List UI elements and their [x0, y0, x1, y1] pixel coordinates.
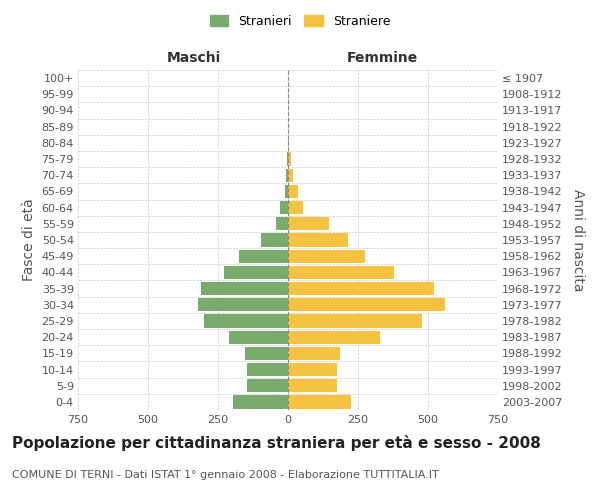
Bar	[201, 282, 288, 295]
Bar	[288, 185, 298, 198]
Bar	[288, 250, 365, 263]
Bar	[239, 250, 288, 263]
Bar	[284, 185, 288, 198]
Bar	[286, 168, 288, 182]
Bar	[288, 217, 329, 230]
Bar	[288, 396, 351, 408]
Bar	[199, 298, 288, 312]
Bar	[204, 314, 288, 328]
Bar	[287, 152, 288, 166]
Bar	[280, 201, 288, 214]
Bar	[288, 379, 337, 392]
Legend: Stranieri, Straniere: Stranieri, Straniere	[206, 11, 394, 32]
Bar	[288, 152, 291, 166]
Bar	[288, 330, 380, 344]
Bar	[288, 168, 293, 182]
Bar	[288, 136, 289, 149]
Bar	[288, 234, 348, 246]
Bar	[247, 379, 288, 392]
Bar	[288, 282, 434, 295]
Bar	[288, 266, 394, 279]
Text: Maschi: Maschi	[166, 51, 221, 65]
Bar	[233, 396, 288, 408]
Bar	[288, 201, 304, 214]
Bar	[288, 346, 340, 360]
Text: Femmine: Femmine	[347, 51, 418, 65]
Bar	[224, 266, 288, 279]
Bar	[262, 234, 288, 246]
Bar	[288, 363, 337, 376]
Bar	[229, 330, 288, 344]
Y-axis label: Anni di nascita: Anni di nascita	[571, 188, 585, 291]
Bar	[288, 298, 445, 312]
Bar	[245, 346, 288, 360]
Bar	[276, 217, 288, 230]
Y-axis label: Fasce di età: Fasce di età	[22, 198, 36, 281]
Text: Popolazione per cittadinanza straniera per età e sesso - 2008: Popolazione per cittadinanza straniera p…	[12, 435, 541, 451]
Bar	[247, 363, 288, 376]
Bar	[288, 314, 422, 328]
Text: COMUNE DI TERNI - Dati ISTAT 1° gennaio 2008 - Elaborazione TUTTITALIA.IT: COMUNE DI TERNI - Dati ISTAT 1° gennaio …	[12, 470, 439, 480]
